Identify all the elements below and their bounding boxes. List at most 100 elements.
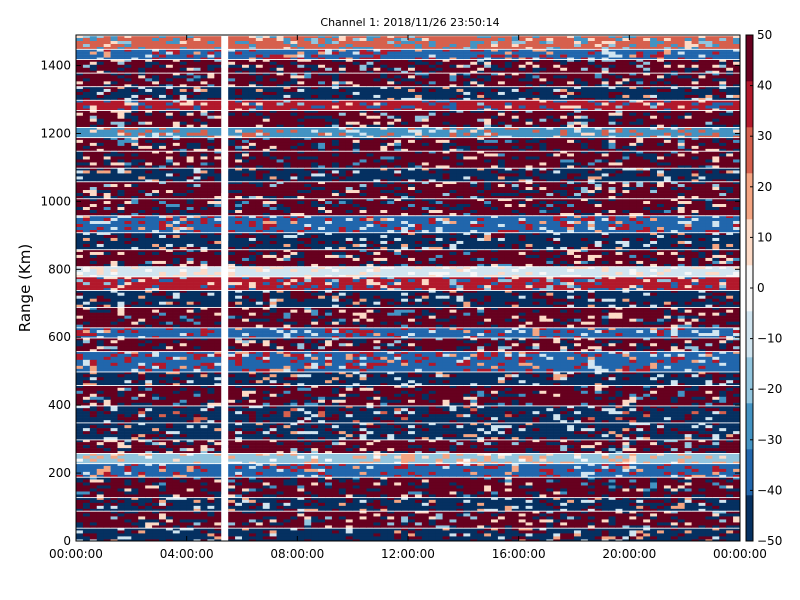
- heatmap-cell: [352, 522, 360, 526]
- heatmap-cell: [477, 539, 485, 542]
- heatmap-cell: [352, 513, 360, 517]
- heatmap-cell: [248, 437, 257, 440]
- heatmap-cell: [539, 448, 547, 452]
- heatmap-cell: [394, 462, 402, 467]
- heatmap-cell: [338, 505, 347, 510]
- heatmap-cell: [331, 525, 340, 528]
- heatmap-cell: [359, 458, 367, 462]
- heatmap-cell: [311, 458, 319, 462]
- heatmap-cell: [587, 417, 596, 421]
- heatmap-cell: [110, 437, 118, 440]
- heatmap-cell: [269, 448, 277, 452]
- heatmap-cell: [290, 411, 298, 415]
- heatmap-cell: [304, 445, 312, 449]
- heatmap-cell: [242, 519, 250, 523]
- heatmap-cell: [380, 536, 388, 540]
- heatmap-cell: [179, 525, 188, 528]
- heatmap-cell: [657, 474, 665, 477]
- heatmap-cell: [359, 428, 367, 432]
- heatmap-cell: [352, 448, 360, 452]
- heatmap-cell: [567, 428, 575, 432]
- heatmap-cell: [670, 468, 679, 473]
- heatmap-cell: [228, 425, 236, 429]
- heatmap-cell: [145, 384, 153, 389]
- heatmap-cell: [269, 510, 277, 514]
- heatmap-cell: [691, 405, 699, 409]
- heatmap-cell: [172, 458, 181, 462]
- heatmap-cell: [567, 458, 575, 462]
- heatmap-cell: [325, 499, 333, 504]
- heatmap-cell: [186, 414, 194, 418]
- heatmap-cell: [677, 428, 686, 432]
- heatmap-cell: [525, 408, 533, 412]
- heatmap-cell: [138, 405, 146, 409]
- heatmap-cell: [269, 417, 277, 421]
- heatmap-cell: [345, 414, 354, 418]
- heatmap-cell: [131, 510, 139, 514]
- heatmap-cell: [511, 434, 520, 438]
- heatmap-cell: [408, 505, 416, 510]
- heatmap-cell: [580, 476, 589, 480]
- heatmap-cell: [318, 405, 326, 409]
- heatmap-cell: [373, 437, 381, 440]
- heatmap-cell: [504, 522, 513, 526]
- heatmap-cell: [539, 452, 547, 456]
- heatmap-cell: [124, 539, 132, 542]
- heatmap-cell: [449, 461, 457, 464]
- heatmap-cell: [131, 491, 139, 495]
- heatmap-cell: [103, 431, 111, 435]
- heatmap-cell: [670, 461, 679, 464]
- heatmap-cell: [574, 536, 582, 540]
- heatmap-cell: [269, 513, 277, 517]
- heatmap-cell: [539, 536, 547, 540]
- heatmap-cell: [76, 452, 84, 456]
- heatmap-cell: [262, 448, 271, 452]
- heatmap-cell: [470, 476, 478, 480]
- heatmap-cell: [698, 491, 706, 495]
- heatmap-cell: [636, 387, 644, 392]
- heatmap-cell: [663, 417, 672, 421]
- heatmap-cell: [574, 434, 582, 438]
- heatmap-cell: [491, 408, 499, 412]
- heatmap-cell: [615, 420, 623, 423]
- heatmap-cell: [491, 431, 499, 435]
- heatmap-cell: [269, 408, 277, 412]
- heatmap-cell: [380, 539, 388, 542]
- heatmap-cell: [76, 508, 84, 511]
- heatmap-cell: [726, 458, 734, 462]
- heatmap-cell: [497, 431, 506, 435]
- heatmap-cell: [401, 508, 409, 511]
- heatmap-cell: [670, 491, 679, 495]
- heatmap-cell: [553, 452, 561, 456]
- heatmap-cell: [574, 488, 582, 492]
- heatmap-cell: [608, 513, 616, 517]
- heatmap-cell: [567, 496, 575, 501]
- heatmap-cell: [283, 434, 291, 438]
- heatmap-cell: [325, 510, 333, 514]
- heatmap-cell: [677, 471, 686, 476]
- heatmap-cell: [394, 522, 402, 526]
- heatmap-cell: [629, 502, 637, 507]
- heatmap-cell: [345, 411, 354, 415]
- heatmap-cell: [269, 482, 277, 486]
- heatmap-cell: [373, 491, 381, 495]
- heatmap-cell: [463, 499, 471, 504]
- heatmap-cell: [255, 488, 264, 492]
- heatmap-cell: [394, 499, 402, 504]
- heatmap-cell: [650, 451, 658, 453]
- heatmap-cell: [242, 482, 250, 486]
- heatmap-cell: [615, 471, 623, 476]
- heatmap-cell: [608, 445, 616, 449]
- heatmap-cell: [110, 465, 118, 470]
- heatmap-cell: [214, 384, 222, 389]
- heatmap-cell: [663, 474, 672, 477]
- heatmap-cell: [553, 390, 561, 395]
- heatmap-cell: [532, 411, 540, 415]
- heatmap-cell: [172, 452, 181, 456]
- heatmap-cell: [657, 390, 665, 395]
- heatmap-cell: [428, 428, 437, 432]
- heatmap-cell: [594, 451, 603, 453]
- heatmap-cell: [345, 452, 354, 456]
- heatmap-cell: [712, 448, 720, 452]
- heatmap-cell: [124, 405, 132, 409]
